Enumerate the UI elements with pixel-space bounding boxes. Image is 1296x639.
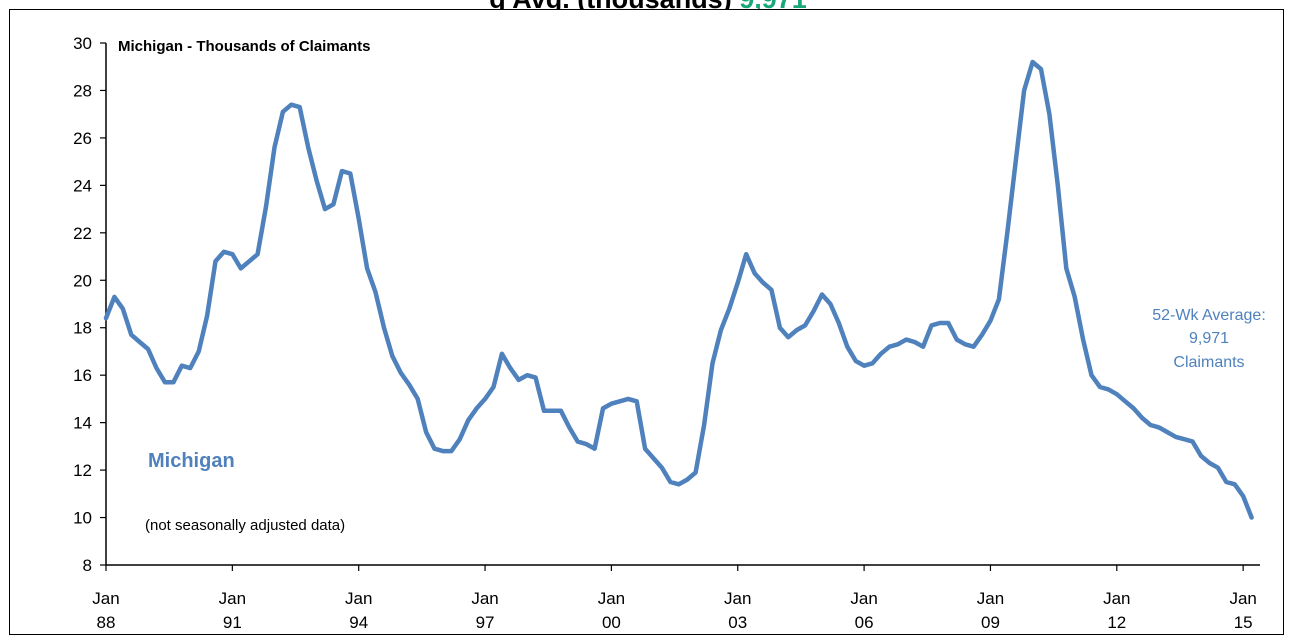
x-tick-label-month: Jan [471, 589, 498, 608]
y-tick-label: 28 [73, 81, 92, 100]
y-tick-label: 22 [73, 224, 92, 243]
y-tick-label: 26 [73, 129, 92, 148]
x-tick-label-year: 06 [855, 613, 874, 632]
x-tick-label-year: 03 [728, 613, 747, 632]
x-tick-label-month: Jan [219, 589, 246, 608]
x-tick-label-year: 97 [476, 613, 495, 632]
y-tick-label: 8 [83, 556, 92, 575]
x-tick-label-month: Jan [850, 589, 877, 608]
x-tick-label-month: Jan [1229, 589, 1256, 608]
y-tick-label: 10 [73, 509, 92, 528]
average-annotation: 52-Wk Average: 9,971 Claimants [1152, 307, 1266, 371]
chart-frame [9, 9, 1284, 635]
y-tick-label: 16 [73, 366, 92, 385]
series-label: Michigan [148, 450, 235, 472]
x-tick-label-month: Jan [345, 589, 372, 608]
y-tick-label: 18 [73, 319, 92, 338]
annotation-line-1: 52-Wk Average: [1152, 307, 1266, 324]
x-tick-label-month: Jan [977, 589, 1004, 608]
x-tick-label-year: 88 [97, 613, 116, 632]
chart-title: Michigan - Thousands of Claimants [118, 38, 371, 55]
x-axis: Jan 88 Jan 91 Jan 94 Jan 97 Jan 00 Jan 03 Jan 06 Jan 09… [92, 564, 1260, 632]
series-layer [103, 59, 1254, 520]
x-tick-label-year: 12 [1107, 613, 1126, 632]
y-tick-label: 12 [73, 461, 92, 480]
y-tick-label: 24 [73, 176, 92, 195]
x-tick-label-month: Jan [598, 589, 625, 608]
x-tick-label-month: Jan [92, 589, 119, 608]
y-tick-label: 14 [73, 414, 92, 433]
x-tick-label-year: 09 [981, 613, 1000, 632]
y-tick-label: 30 [73, 34, 92, 53]
x-tick-label-year: 15 [1234, 613, 1253, 632]
x-tick-label-year: 00 [602, 613, 621, 632]
x-tick-label-month: Jan [724, 589, 751, 608]
x-tick-label-month: Jan [1103, 589, 1130, 608]
x-tick-label-year: 94 [349, 613, 368, 632]
x-tick-label-year: 91 [223, 613, 242, 632]
y-tick-label: 20 [73, 271, 92, 290]
annotation-line-3: Claimants [1173, 354, 1244, 371]
annotation-line-2: 9,971 [1189, 330, 1229, 347]
series-line-michigan [103, 59, 1254, 520]
data-note: (not seasonally adjusted data) [145, 517, 345, 534]
y-axis: 8 10 12 14 16 18 20 22 24 26 28 30 [73, 34, 107, 575]
